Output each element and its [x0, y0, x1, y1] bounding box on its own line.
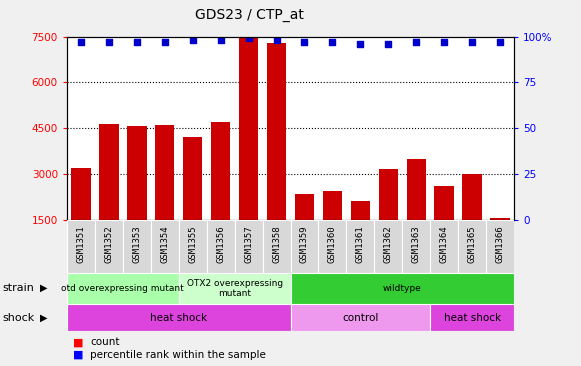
Point — [383, 41, 393, 47]
Bar — [155, 125, 174, 265]
Text: heat shock: heat shock — [150, 313, 207, 322]
Text: count: count — [90, 337, 120, 347]
Text: GSM1351: GSM1351 — [76, 225, 85, 262]
Bar — [379, 169, 398, 265]
Bar — [290, 273, 514, 304]
Bar — [235, 220, 263, 273]
Bar — [183, 137, 202, 265]
Point — [412, 39, 421, 45]
Bar — [318, 220, 346, 273]
Bar — [403, 220, 431, 273]
Point — [272, 37, 281, 43]
Text: GSM1357: GSM1357 — [244, 225, 253, 262]
Point — [216, 37, 225, 43]
Text: GSM1353: GSM1353 — [132, 225, 141, 262]
Point — [104, 39, 113, 45]
Bar — [150, 220, 179, 273]
Bar — [207, 220, 235, 273]
Bar — [179, 273, 290, 304]
Text: GSM1365: GSM1365 — [468, 225, 477, 262]
Bar — [67, 220, 95, 273]
Bar — [123, 220, 150, 273]
Bar — [95, 220, 123, 273]
Bar — [322, 191, 342, 265]
Text: GSM1354: GSM1354 — [160, 225, 169, 262]
Text: wildtype: wildtype — [383, 284, 422, 293]
Bar — [179, 220, 207, 273]
Point — [356, 41, 365, 47]
Bar — [67, 304, 290, 331]
Bar — [211, 122, 231, 265]
Bar — [290, 220, 318, 273]
Text: heat shock: heat shock — [444, 313, 501, 322]
Bar — [346, 220, 374, 273]
Bar — [431, 220, 458, 273]
Bar — [99, 123, 119, 265]
Bar — [71, 168, 91, 265]
Bar — [458, 220, 486, 273]
Bar — [127, 126, 146, 265]
Text: GSM1361: GSM1361 — [356, 225, 365, 262]
Bar — [263, 220, 290, 273]
Text: otd overexpressing mutant: otd overexpressing mutant — [62, 284, 184, 293]
Point — [328, 39, 337, 45]
Text: GSM1358: GSM1358 — [272, 225, 281, 262]
Text: GSM1363: GSM1363 — [412, 225, 421, 262]
Text: ■: ■ — [73, 337, 83, 347]
Text: GSM1359: GSM1359 — [300, 225, 309, 262]
Bar — [431, 304, 514, 331]
Bar — [350, 201, 370, 265]
Bar — [435, 186, 454, 265]
Text: GDS23 / CTP_at: GDS23 / CTP_at — [195, 8, 304, 22]
Bar — [295, 194, 314, 265]
Bar — [407, 158, 426, 265]
Text: ■: ■ — [73, 350, 83, 360]
Bar — [490, 218, 510, 265]
Bar — [290, 304, 431, 331]
Point — [160, 39, 169, 45]
Text: GSM1356: GSM1356 — [216, 225, 225, 262]
Text: percentile rank within the sample: percentile rank within the sample — [90, 350, 266, 360]
Text: GSM1362: GSM1362 — [384, 225, 393, 262]
Bar — [486, 220, 514, 273]
Bar — [267, 43, 286, 265]
Text: GSM1364: GSM1364 — [440, 225, 449, 262]
Text: strain: strain — [3, 283, 35, 293]
Text: GSM1352: GSM1352 — [104, 225, 113, 262]
Point — [244, 36, 253, 41]
Bar — [239, 37, 259, 265]
Point — [76, 39, 85, 45]
Point — [496, 39, 505, 45]
Text: ▶: ▶ — [40, 313, 47, 322]
Text: control: control — [342, 313, 379, 322]
Point — [440, 39, 449, 45]
Bar — [374, 220, 403, 273]
Text: ▶: ▶ — [40, 283, 47, 293]
Point — [132, 39, 141, 45]
Text: GSM1366: GSM1366 — [496, 225, 505, 262]
Text: shock: shock — [3, 313, 35, 322]
Point — [188, 37, 198, 43]
Point — [468, 39, 477, 45]
Bar — [67, 273, 179, 304]
Point — [300, 39, 309, 45]
Text: GSM1355: GSM1355 — [188, 225, 197, 262]
Bar — [462, 174, 482, 265]
Text: GSM1360: GSM1360 — [328, 225, 337, 262]
Text: OTX2 overexpressing
mutant: OTX2 overexpressing mutant — [187, 279, 282, 298]
